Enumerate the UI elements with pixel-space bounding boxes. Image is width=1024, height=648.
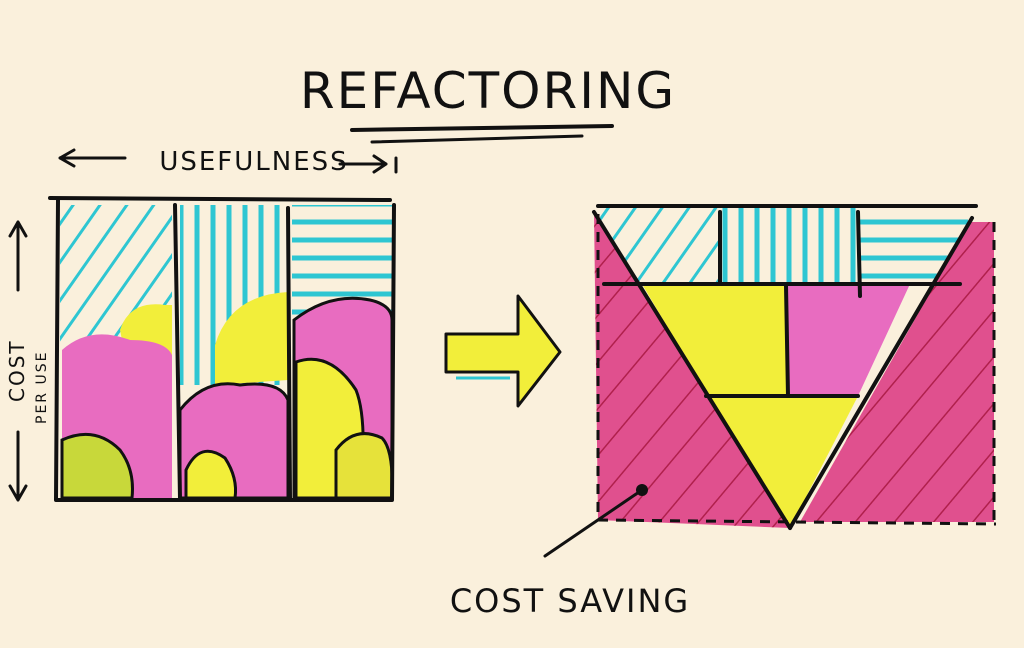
transform-arrow-icon xyxy=(444,294,562,408)
right-arrow-icon xyxy=(338,154,398,174)
title-underline-2 xyxy=(370,134,584,144)
up-arrow-icon xyxy=(8,220,28,292)
x-axis-label: USEFULNESS xyxy=(159,147,348,177)
y-axis-label-line1: COST xyxy=(5,339,29,402)
green-blob-1 xyxy=(60,432,134,500)
yellow-blob-2 xyxy=(215,292,288,385)
yellow-blob-5 xyxy=(334,432,394,500)
after-grid xyxy=(592,204,997,530)
yellow-block-1 xyxy=(642,284,786,396)
title-underline xyxy=(350,124,614,132)
yellow-triangle xyxy=(708,396,858,528)
title: REFACTORING xyxy=(300,62,676,120)
before-grid xyxy=(48,196,396,502)
cyan-hatch-3 xyxy=(292,205,392,315)
cost-saving-pointer xyxy=(543,484,648,558)
down-arrow-icon xyxy=(8,430,28,502)
cyan-hatch-5 xyxy=(720,208,858,284)
yellow-blob-3 xyxy=(184,449,237,500)
y-axis-label-line2: PER USE xyxy=(34,351,50,424)
cost-saving-right-hatch xyxy=(800,222,994,522)
pink-block-1 xyxy=(786,284,910,396)
cost-saving-label: COST SAVING xyxy=(450,582,690,620)
left-arrow-icon xyxy=(58,148,127,168)
